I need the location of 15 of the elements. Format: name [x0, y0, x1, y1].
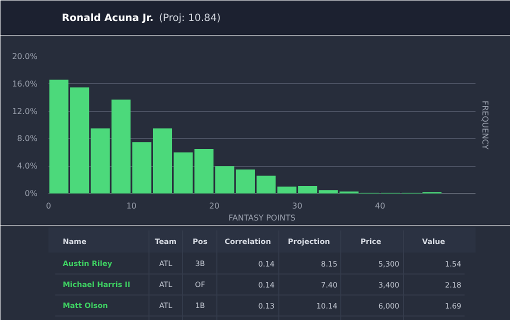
y-tick-label: 0%	[24, 189, 38, 198]
x-tick-label: 20	[209, 202, 220, 210]
y-axis-title: FREQUENCY	[480, 100, 490, 150]
chart-subtitle: (Proj: 10.84)	[159, 13, 221, 24]
y-tick-label: 20.0%	[12, 52, 38, 61]
x-tick-label: 40	[375, 202, 386, 210]
y-tick-label: 4.0%	[17, 162, 38, 171]
chart-title: Ronald Acuna Jr.	[62, 13, 154, 24]
y-tick-label: 12.0%	[12, 106, 38, 116]
x-tick-label: 0	[46, 202, 52, 210]
x-tick-label: 10	[126, 202, 137, 210]
y-tick-label: 8.0%	[17, 134, 38, 144]
x-axis-title: FANTASY POINTS	[228, 214, 296, 222]
x-tick-label: 30	[292, 202, 302, 210]
y-tick-label: 16.0%	[12, 79, 38, 88]
